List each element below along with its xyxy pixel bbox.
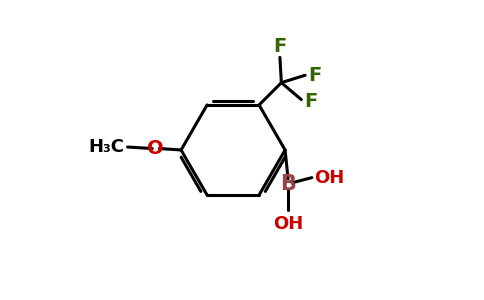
Text: OH: OH (273, 215, 303, 233)
Text: OH: OH (315, 169, 345, 187)
Text: H₃C: H₃C (89, 138, 124, 156)
Text: B: B (280, 174, 296, 194)
Text: F: F (308, 66, 321, 85)
Text: F: F (304, 92, 318, 112)
Text: O: O (148, 139, 164, 158)
Text: F: F (273, 37, 287, 56)
